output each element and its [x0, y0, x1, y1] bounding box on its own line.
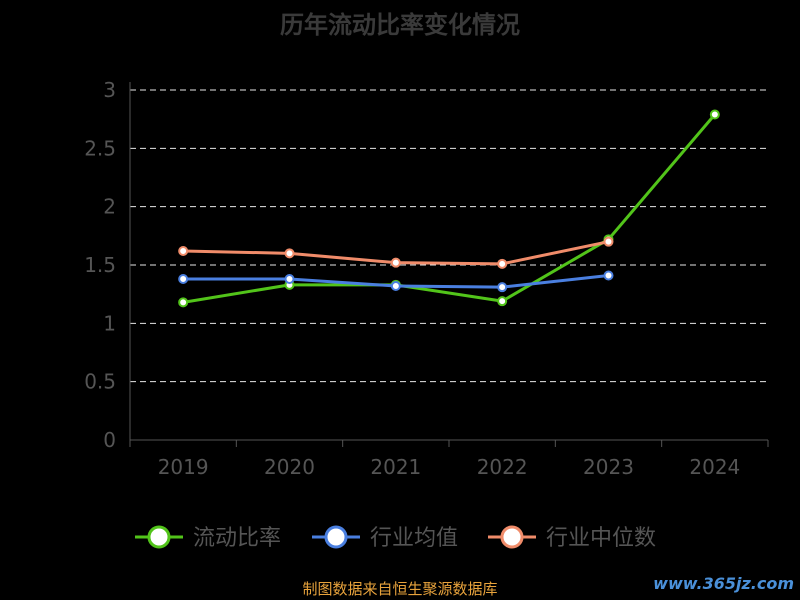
legend-item[interactable]: 行业均值	[312, 525, 458, 551]
y-tick-label: 2	[103, 195, 116, 219]
data-source-note: 制图数据来自恒生聚源数据库	[302, 580, 498, 598]
watermark: www.365jz.com	[653, 574, 794, 593]
data-point	[178, 246, 189, 256]
x-tick-label: 2021	[370, 455, 421, 479]
y-tick-label: 2.5	[84, 136, 116, 160]
y-tick-label: 0	[103, 428, 116, 452]
axes: 0 0.5 1 1.5 2 2.5 3 2019 2020 2021 2022 2023 2024	[84, 78, 769, 479]
y-tick-label: 1.5	[84, 253, 116, 277]
y-tick-label: 1	[103, 311, 116, 335]
series-line-1	[182, 113, 716, 304]
data-point	[603, 270, 614, 281]
x-tick-label: 2022	[477, 455, 528, 479]
legend-marker	[147, 525, 171, 549]
data-point	[284, 274, 295, 284]
data-point	[497, 282, 508, 293]
y-tick-label: 3	[103, 78, 116, 102]
data-point	[390, 281, 401, 291]
data-point	[178, 274, 189, 284]
data-point	[390, 257, 401, 268]
data-point	[709, 109, 720, 120]
legend-label: 行业中位数	[546, 526, 656, 551]
legend-label: 行业均值	[370, 526, 458, 551]
series-lines	[178, 109, 720, 308]
legend: 流动比率 行业均值 行业中位数	[135, 525, 656, 551]
data-point	[178, 297, 189, 308]
x-tick-label: 2024	[689, 455, 740, 479]
y-tick-label: 0.5	[84, 370, 116, 394]
legend-item[interactable]: 行业中位数	[488, 525, 656, 551]
legend-marker	[324, 525, 348, 549]
data-point	[284, 248, 295, 259]
chart-title: 历年流动比率变化情况	[280, 11, 520, 39]
data-point	[497, 296, 508, 307]
x-tick-label: 2023	[583, 455, 634, 479]
legend-marker	[500, 525, 524, 549]
x-tick-label: 2020	[264, 455, 315, 479]
data-point	[497, 258, 508, 269]
legend-label: 流动比率	[193, 526, 281, 551]
legend-item[interactable]: 流动比率	[135, 525, 281, 551]
x-tick-label: 2019	[158, 455, 209, 479]
grid-lines	[130, 89, 768, 383]
data-point	[603, 236, 614, 247]
